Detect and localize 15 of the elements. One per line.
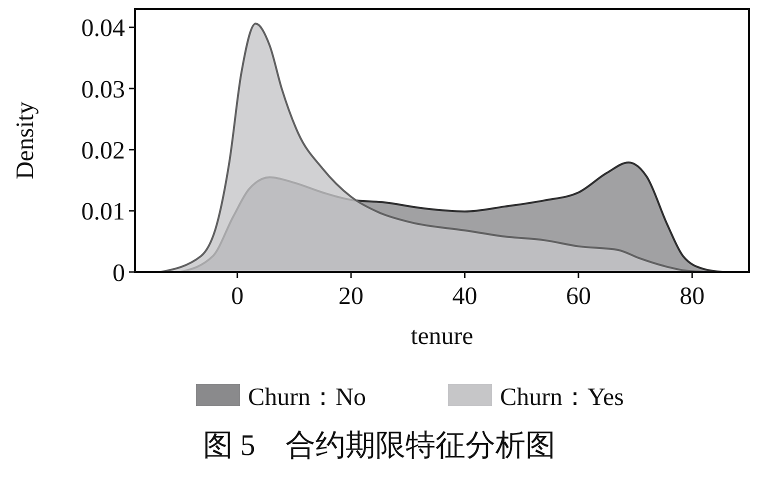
- x-tick-label: 0: [231, 283, 244, 310]
- y-tick-label: 0: [112, 260, 125, 287]
- x-tick-label: 80: [680, 283, 705, 310]
- y-axis-title: Density: [12, 101, 39, 180]
- y-tick-label: 0.03: [81, 76, 125, 104]
- x-tick-label: 40: [452, 283, 478, 310]
- y-tick-label: 0.01: [81, 198, 125, 226]
- x-tick-label: 60: [566, 283, 591, 310]
- legend-label: Churn：No: [248, 384, 366, 411]
- x-axis-title: tenure: [410, 323, 474, 350]
- y-tick-label: 0.02: [81, 137, 125, 164]
- legend-label: Churn：Yes: [500, 384, 624, 411]
- caption: 图 5 合约期限特征分析图: [202, 429, 556, 462]
- x-tick-label: 20: [338, 283, 364, 310]
- y-tick-label: 0.04: [81, 15, 126, 42]
